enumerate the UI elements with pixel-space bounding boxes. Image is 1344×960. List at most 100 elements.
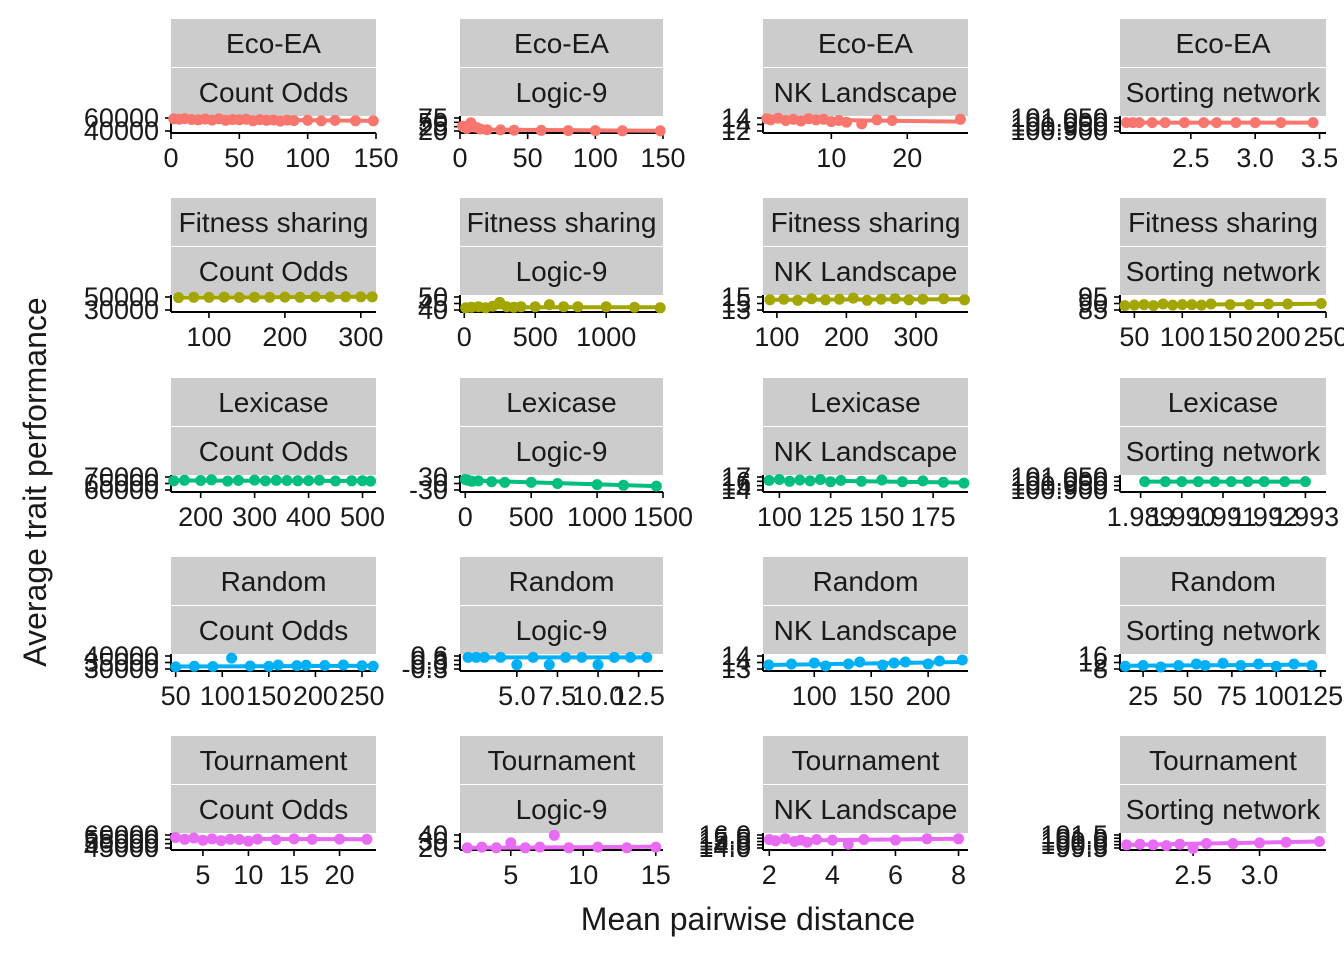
facet-row-label: Tournament (488, 745, 636, 776)
x-tick-label: 5 (195, 860, 210, 890)
y-tick-label: 0.3 (410, 645, 448, 675)
data-point (856, 118, 868, 130)
data-point (842, 838, 854, 850)
data-point (1119, 660, 1131, 672)
data-point (1190, 658, 1202, 670)
facet-col-label: Sorting network (1126, 436, 1322, 467)
data-point (1307, 117, 1319, 129)
data-point (876, 474, 888, 486)
x-tick-label: 150 (849, 681, 894, 711)
data-point (576, 651, 588, 663)
y-tick-label: 16 (1078, 641, 1108, 671)
y-tick-label: 15.0 (698, 827, 751, 857)
data-point (1121, 839, 1133, 851)
facet-panel: Tournament NK Landscape 2 4 6 8 16.015.515.014… (698, 736, 968, 890)
data-point (548, 829, 560, 841)
y-tick-label: 101.050 (1010, 462, 1108, 492)
data-point (841, 116, 852, 128)
data-point (855, 475, 867, 487)
data-point (1288, 658, 1300, 670)
y-tick-label: 101.0 (1040, 823, 1108, 853)
data-point (808, 657, 820, 669)
facet-col-label: NK Landscape (774, 794, 958, 825)
x-tick-label: 5 (503, 860, 518, 890)
data-point (1275, 117, 1287, 129)
x-tick-label: 125 (808, 502, 853, 532)
data-point (206, 474, 217, 486)
x-tick-label: 50 (1172, 681, 1202, 711)
y-tick-label: 45 (418, 289, 448, 319)
data-point (826, 834, 838, 846)
y-tick-label: 20 (418, 833, 448, 863)
data-point (1211, 117, 1223, 129)
data-point (899, 656, 911, 668)
data-point (543, 299, 555, 311)
data-point (1249, 117, 1261, 129)
data-point (1137, 660, 1149, 671)
data-point (779, 833, 791, 845)
y-tick-label: 40000 (84, 641, 159, 671)
x-tick-label: 6 (888, 860, 903, 890)
facet-row-label: Fitness sharing (179, 207, 369, 238)
facet-strip-row (1120, 198, 1326, 246)
x-tick-label: 0 (163, 143, 178, 173)
x-tick-label: 15 (641, 860, 671, 890)
x-tick-label: 1.992 (1230, 502, 1298, 532)
data-point (954, 113, 966, 125)
data-point (558, 301, 570, 313)
y-tick-label: -0.3 (401, 654, 448, 684)
data-point (215, 835, 227, 847)
facet-col-label: NK Landscape (774, 256, 958, 287)
data-point (511, 659, 523, 671)
x-tick-label: 100 (757, 502, 802, 532)
y-tick-label: 0 (433, 469, 448, 499)
data-point (486, 476, 498, 488)
data-point (1270, 660, 1282, 672)
data-point (203, 291, 215, 303)
data-point (562, 125, 574, 137)
data-point (778, 293, 790, 305)
y-tick-label: 15 (721, 289, 751, 319)
facet-strip-col (1120, 785, 1326, 833)
data-point (252, 833, 264, 845)
data-point (490, 842, 502, 854)
x-tick-label: 250 (339, 681, 384, 711)
y-tick-label: 13 (721, 295, 751, 325)
data-point (889, 293, 901, 305)
y-tick-label: 14 (721, 475, 751, 505)
x-tick-label: 150 (246, 681, 291, 711)
y-tick-label: 55000 (84, 824, 159, 854)
data-point (263, 660, 275, 672)
y-tick-label: 100.900 (1010, 475, 1108, 505)
facet-row-label: Eco-EA (1176, 28, 1271, 59)
data-point (934, 655, 945, 667)
facet-strip-row (1120, 557, 1326, 605)
facet-col-label: Count Odds (199, 794, 348, 825)
data-point (249, 474, 261, 486)
data-point (654, 125, 666, 137)
data-point (495, 124, 507, 136)
facet-col-label: Logic-9 (516, 256, 608, 287)
data-point (350, 115, 361, 127)
x-tick-label: 8 (951, 860, 966, 890)
data-point (1148, 300, 1159, 312)
x-tick-label: 1.991 (1189, 502, 1257, 532)
facet-row-label: Fitness sharing (1128, 207, 1318, 238)
y-tick-label: 17 (721, 462, 751, 492)
data-point (346, 475, 358, 487)
data-point (292, 475, 304, 487)
data-point (650, 480, 662, 492)
x-axis-title: Mean pairwise distance (581, 901, 915, 937)
y-tick-label: 70000 (84, 462, 159, 492)
facet-col-label: Logic-9 (516, 77, 608, 108)
y-tick-label: 45000 (84, 833, 159, 863)
y-tick-label: 15.5 (698, 823, 751, 853)
data-point (763, 474, 775, 486)
y-axis-title: Average trait performance (17, 297, 53, 666)
facet-strip-col (1120, 427, 1326, 475)
data-point (481, 124, 493, 136)
